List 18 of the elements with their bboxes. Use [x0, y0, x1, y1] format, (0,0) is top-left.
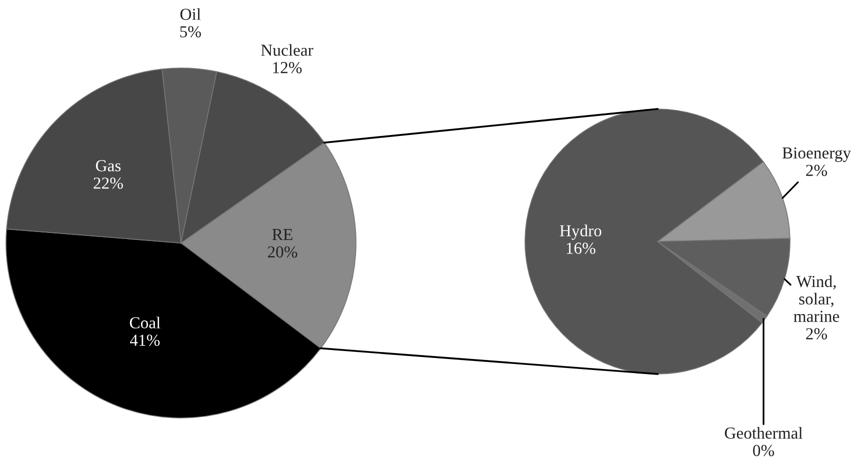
slice-label: Coal [130, 316, 160, 328]
data-label: 16% [566, 242, 596, 254]
data-label: 2% [806, 328, 828, 340]
data-label: 0% [753, 444, 774, 456]
slice-label: Hydro [560, 224, 602, 240]
data-label: 20% [268, 246, 298, 258]
slice-label: Oil [180, 8, 201, 20]
data-label: 2% [806, 164, 828, 176]
slice-label: Nuclear [261, 44, 314, 56]
slice-label: Geothermal [724, 427, 803, 439]
slice-label: Gas [96, 160, 121, 172]
slice-label: RE [272, 229, 292, 240]
slice-label: Wind, solar, marine [794, 275, 840, 322]
data-label: 12% [273, 62, 302, 74]
data-label: 41% [130, 334, 160, 346]
data-label: 5% [180, 26, 201, 38]
data-label: 22% [94, 178, 123, 189]
slice-label: Bioenergy [782, 147, 851, 162]
